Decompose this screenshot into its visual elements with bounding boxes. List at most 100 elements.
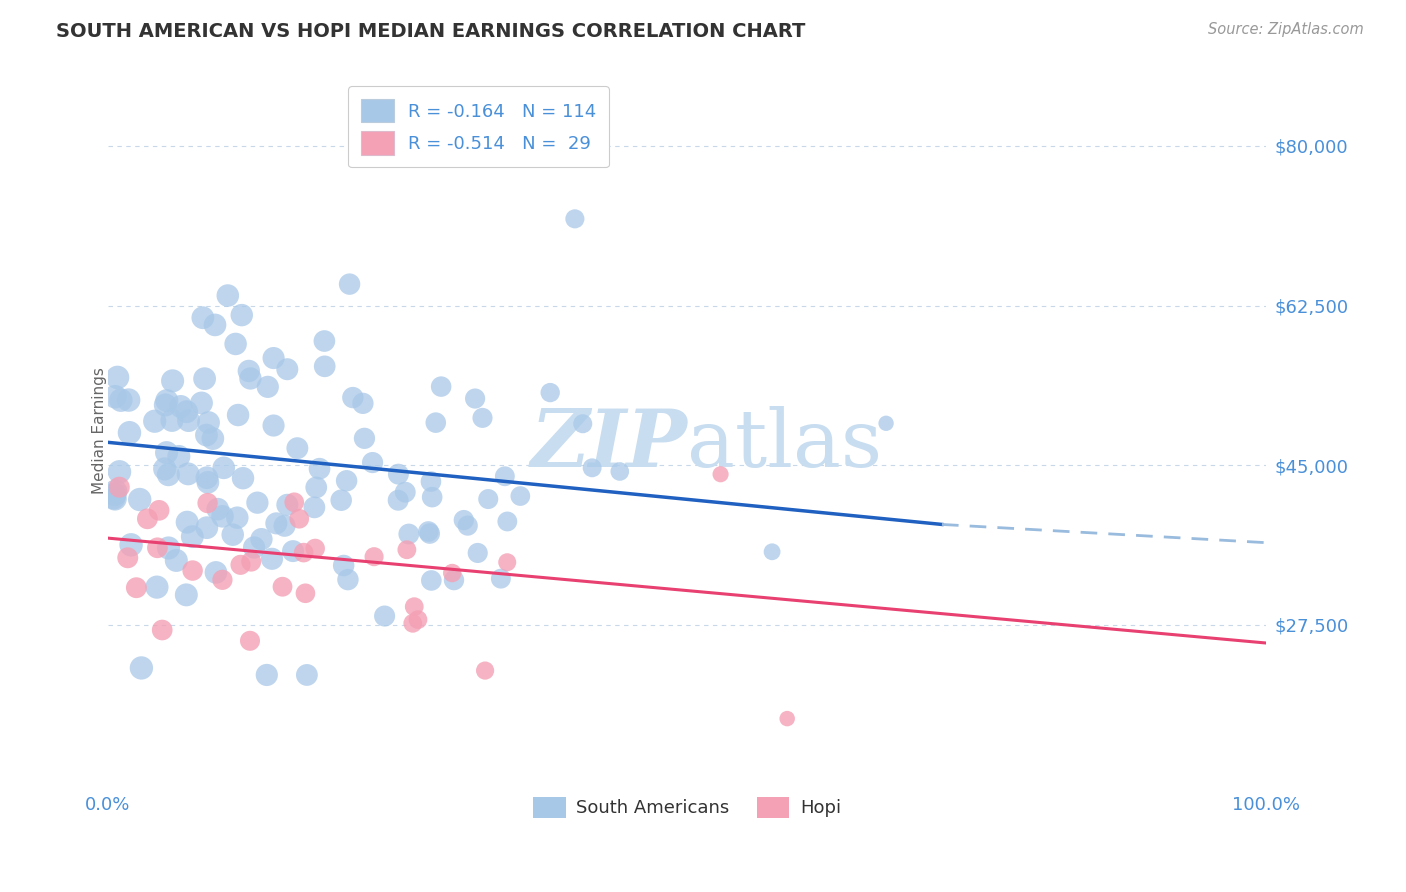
Point [243,541,266,555]
Point [276,498,298,512]
Point [177,413,200,427]
Point [197,475,219,490]
Point [471,410,494,425]
Point [153,462,176,476]
Point [441,566,464,580]
Point [305,480,328,494]
Point [146,580,169,594]
Point [108,465,131,479]
Point [419,526,441,541]
Point [211,573,233,587]
Point [387,493,409,508]
Point [225,337,247,351]
Point [195,521,218,535]
Point [156,393,179,408]
Point [875,417,897,431]
Point [581,460,603,475]
Point [260,551,283,566]
Point [131,661,153,675]
Point [176,405,198,419]
Point [336,573,359,587]
Point [420,490,443,504]
Point [464,392,486,406]
Point [190,396,212,410]
Point [256,668,278,682]
Point [195,471,218,485]
Point [211,509,233,524]
Point [201,432,224,446]
Point [231,308,253,322]
Point [474,664,496,678]
Point [118,425,141,440]
Point [246,496,269,510]
Point [117,550,139,565]
Point [103,491,125,505]
Point [157,467,180,482]
Point [496,555,519,569]
Point [239,633,262,648]
Point [229,558,252,572]
Text: SOUTH AMERICAN VS HOPI MEDIAN EARNINGS CORRELATION CHART: SOUTH AMERICAN VS HOPI MEDIAN EARNINGS C… [56,22,806,41]
Point [104,491,127,506]
Point [155,398,177,412]
Point [304,500,326,515]
Point [239,371,262,385]
Point [336,474,359,488]
Point [167,450,190,464]
Point [710,467,733,482]
Point [285,441,308,455]
Text: Source: ZipAtlas.com: Source: ZipAtlas.com [1208,22,1364,37]
Point [339,277,361,292]
Point [110,393,132,408]
Point [332,558,354,573]
Point [352,396,374,410]
Point [273,518,295,533]
Point [443,573,465,587]
Point [205,566,228,580]
Point [176,588,198,602]
Point [256,380,278,394]
Legend: South Americans, Hopi: South Americans, Hopi [526,789,848,825]
Point [406,613,429,627]
Point [120,538,142,552]
Point [232,471,254,485]
Point [353,431,375,445]
Point [136,512,159,526]
Point [494,469,516,483]
Point [118,393,141,408]
Point [181,530,204,544]
Point [404,599,426,614]
Point [217,288,239,302]
Point [283,495,305,509]
Point [197,496,219,510]
Point [420,574,443,588]
Point [292,546,315,560]
Point [150,623,173,637]
Point [564,211,586,226]
Point [304,541,326,556]
Point [207,502,229,516]
Point [197,416,219,430]
Point [489,572,512,586]
Point [538,385,561,400]
Point [162,374,184,388]
Point [194,372,217,386]
Point [761,545,783,559]
Point [160,413,183,427]
Point [226,510,249,524]
Point [104,487,127,501]
Point [314,334,336,348]
Point [398,527,420,541]
Point [609,465,631,479]
Point [394,485,416,500]
Point [165,553,187,567]
Point [181,564,204,578]
Point [418,524,440,539]
Point [776,712,799,726]
Point [425,416,447,430]
Point [204,318,226,332]
Point [266,516,288,531]
Point [395,542,418,557]
Point [240,555,263,569]
Point [361,456,384,470]
